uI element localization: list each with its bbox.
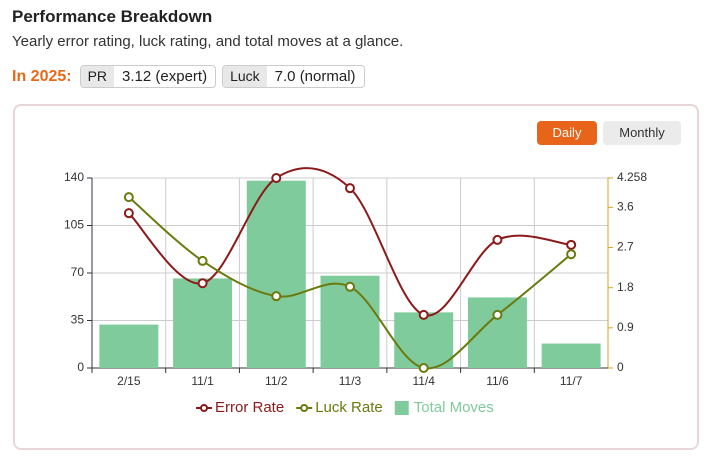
- y2-tick-label: 3.6: [617, 200, 634, 214]
- bar: [173, 278, 233, 368]
- point: [123, 192, 134, 203]
- x-tick-label: 11/6: [486, 374, 509, 388]
- monthly-button[interactable]: Monthly: [603, 121, 681, 145]
- y2-tick-label: 2.7: [617, 240, 634, 254]
- point: [345, 281, 355, 292]
- point: [566, 239, 577, 250]
- legend-label: Luck Rate: [315, 399, 383, 416]
- y2-tick-label: 0.9: [617, 320, 634, 334]
- x-tick-label: 11/2: [265, 374, 288, 388]
- stat-pill: PR 3.12 (expert): [79, 65, 217, 88]
- point: [197, 255, 208, 266]
- legend-marker: [200, 404, 208, 412]
- x-tick-label: 2/15: [117, 374, 141, 388]
- legend-marker: [394, 401, 409, 415]
- x-tick-label: 11/3: [339, 374, 362, 388]
- x-tick-label: 11/7: [560, 374, 583, 388]
- y2-tick-label: 0: [617, 360, 624, 374]
- stat-pill: Luck 7.0 (normal): [222, 65, 365, 88]
- point: [492, 234, 503, 245]
- bar: [99, 324, 159, 368]
- legend-label: Error Rate: [215, 399, 284, 416]
- subtitle: Yearly error rating, luck rating, and to…: [12, 33, 404, 50]
- bar: [246, 180, 306, 368]
- stats: In 2025: PR 3.12 (expert) Luck 7.0 (normal…: [12, 65, 365, 88]
- y-tick-label: 140: [64, 170, 84, 184]
- y-tick-label: 70: [71, 265, 85, 279]
- y-tick-label: 35: [71, 313, 85, 327]
- point: [492, 309, 503, 320]
- stat-value: 7.0 (normal): [274, 68, 356, 85]
- bar: [394, 312, 454, 368]
- legend-label: Total Moves: [414, 399, 494, 416]
- point: [271, 291, 282, 302]
- legend-marker: [300, 404, 309, 412]
- point: [271, 173, 282, 183]
- point: [566, 249, 577, 260]
- point: [123, 208, 134, 219]
- bar: [541, 343, 601, 368]
- x-tick-label: 11/1: [191, 374, 214, 388]
- stat-name: PR: [80, 66, 115, 87]
- stats-label: In 2025:: [12, 67, 72, 85]
- y-tick-label: 105: [64, 218, 84, 232]
- x-tick-label: 11/4: [412, 374, 435, 388]
- point: [418, 363, 429, 373]
- y-tick-label: 0: [77, 360, 84, 374]
- stat-name: Luck: [223, 66, 267, 87]
- point: [418, 309, 429, 320]
- stat-value: 3.12 (expert): [122, 68, 208, 85]
- chart-card: [13, 104, 699, 450]
- point: [197, 278, 208, 289]
- y2-tick-label: 4.258: [617, 170, 647, 184]
- point: [345, 183, 355, 194]
- title: Performance Breakdown: [12, 7, 213, 26]
- y2-tick-label: 1.8: [617, 280, 634, 294]
- daily-button[interactable]: Daily: [537, 121, 597, 145]
